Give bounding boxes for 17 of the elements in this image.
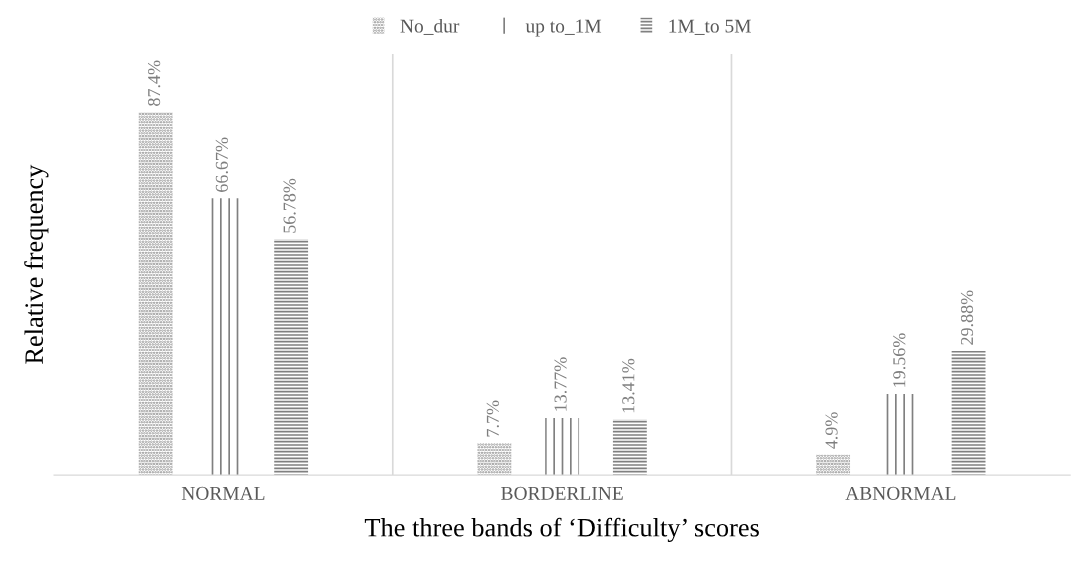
data-label: 19.56% <box>893 333 906 387</box>
data-label: 66.67% <box>215 137 229 192</box>
x-tick-label: NORMAL <box>181 486 265 500</box>
data-label: 13.77% <box>554 357 567 411</box>
data-label: 13.41% <box>622 358 635 413</box>
data-label: 29.88% <box>960 290 974 345</box>
data-label: 87.4% <box>148 60 161 106</box>
data-label: 4.9% <box>825 412 838 449</box>
x-tick-label: ABNORMAL <box>845 486 956 500</box>
y-axis-title: Relative frequency <box>24 164 49 364</box>
x-axis-title: The three bands of ‘Difficulty’ scores <box>364 517 759 543</box>
data-label: 7.7% <box>486 400 499 437</box>
legend-label: up to_1M <box>525 19 602 37</box>
legend-label: 1M_to 5M <box>669 19 751 35</box>
legend-label: No_dur <box>400 18 460 35</box>
data-label: 56.78% <box>283 178 296 233</box>
x-tick-label: BORDERLINE <box>501 486 623 500</box>
